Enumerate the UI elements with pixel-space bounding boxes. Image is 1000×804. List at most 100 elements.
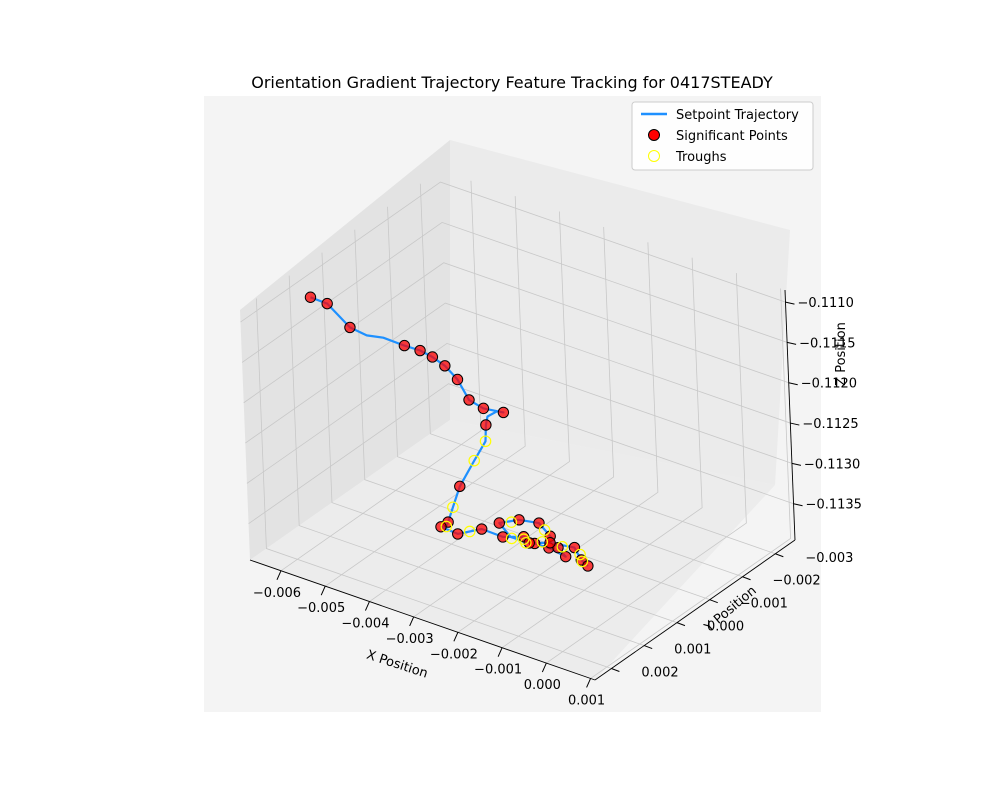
y-grid-line bbox=[387, 206, 743, 578]
grid-lines bbox=[240, 180, 794, 679]
legend: Setpoint Trajectory Significant Points T… bbox=[631, 101, 814, 171]
y-grid-line bbox=[288, 275, 645, 646]
significant-point bbox=[439, 360, 451, 372]
x-tick-label: 0.000 bbox=[524, 678, 561, 693]
back-wall-pane bbox=[450, 140, 790, 485]
x-grid-line bbox=[280, 180, 482, 572]
z-grid-line bbox=[248, 383, 794, 525]
significant-point bbox=[452, 528, 464, 540]
trough-point bbox=[556, 540, 569, 553]
significant-point bbox=[497, 406, 510, 419]
x-tick-mark bbox=[586, 678, 592, 688]
x-tick-mark bbox=[409, 616, 415, 627]
x-tick-label: −0.001 bbox=[474, 663, 522, 678]
y-grid-line bbox=[321, 252, 678, 624]
x-grid-line bbox=[457, 242, 659, 633]
significant-point bbox=[414, 344, 426, 357]
y-tick-mark bbox=[775, 553, 784, 558]
trough-point bbox=[463, 525, 476, 538]
trough-point bbox=[447, 501, 459, 514]
significant-point bbox=[477, 402, 490, 415]
y-tick-mark bbox=[644, 645, 653, 650]
z-tick-label: −0.1115 bbox=[799, 336, 855, 351]
z-tick-mark bbox=[786, 341, 797, 345]
significant-point bbox=[463, 394, 475, 406]
trough-point bbox=[440, 520, 453, 533]
axis-edge bbox=[249, 559, 596, 681]
trough-point bbox=[468, 454, 481, 467]
x-tick-label: −0.002 bbox=[430, 647, 478, 662]
x-tick-label: −0.005 bbox=[297, 601, 345, 616]
x-tick-mark bbox=[541, 662, 547, 673]
y-grid-line bbox=[354, 229, 710, 601]
significant-point bbox=[344, 321, 356, 334]
z-tick-label: −0.1130 bbox=[804, 457, 860, 472]
x-tick-mark bbox=[453, 632, 459, 642]
z-tick-label: −0.1135 bbox=[806, 498, 862, 513]
y-tick-label: −0.003 bbox=[805, 551, 853, 566]
z-tick-mark bbox=[793, 503, 803, 507]
axis-lines bbox=[249, 289, 803, 688]
legend-label-significant: Significant Points bbox=[676, 129, 788, 144]
axis-edge bbox=[784, 289, 796, 541]
legend-marker-troughs bbox=[648, 150, 660, 162]
trough-point bbox=[517, 533, 530, 545]
z-tick-mark bbox=[788, 382, 798, 386]
z-tick-label: −0.1125 bbox=[802, 417, 858, 432]
x-grid-line bbox=[369, 211, 570, 602]
legend-box bbox=[631, 101, 814, 171]
x-tick-label: −0.004 bbox=[341, 617, 389, 632]
significant-point bbox=[559, 550, 572, 563]
z-grid-line bbox=[246, 342, 793, 484]
significant-point bbox=[398, 339, 411, 352]
trough-point bbox=[505, 516, 518, 528]
significant-point bbox=[304, 291, 317, 303]
y-tick-mark bbox=[742, 576, 751, 581]
legend-label-troughs: Troughs bbox=[675, 150, 727, 165]
legend-label-trajectory: Setpoint Trajectory bbox=[676, 108, 799, 123]
y-grid-line bbox=[255, 298, 612, 669]
tick-labels: −0.006−0.005−0.004−0.003−0.002−0.0010.00… bbox=[253, 296, 862, 708]
significant-point bbox=[321, 297, 333, 310]
trough-point bbox=[538, 524, 551, 536]
significant-point bbox=[493, 517, 506, 529]
axis-edge bbox=[594, 539, 796, 681]
trough-point bbox=[536, 536, 549, 548]
x-grid-line bbox=[413, 226, 615, 618]
x-grid-line bbox=[546, 273, 747, 664]
trough-point bbox=[574, 548, 586, 561]
x-tick-label: −0.003 bbox=[386, 632, 434, 647]
trough-point bbox=[576, 555, 589, 568]
z-grid-line bbox=[241, 221, 788, 363]
y-tick-mark bbox=[611, 668, 620, 672]
x-tick-label: −0.006 bbox=[253, 586, 301, 601]
significant-point bbox=[451, 373, 464, 386]
y-tick-mark bbox=[709, 599, 718, 604]
significant-point bbox=[533, 517, 545, 529]
z-tick-label: −0.1120 bbox=[801, 377, 857, 392]
x-tick-mark bbox=[276, 570, 282, 580]
y-tick-label: −0.001 bbox=[740, 597, 788, 612]
y-tick-label: 0.002 bbox=[641, 666, 678, 681]
trough-point bbox=[479, 435, 492, 448]
y-tick-label: 0.001 bbox=[674, 643, 711, 658]
trough-point bbox=[505, 532, 518, 545]
significant-point bbox=[454, 480, 466, 493]
x-tick-mark bbox=[364, 601, 370, 611]
z-grid-line bbox=[245, 302, 791, 444]
y-tick-label: 0.000 bbox=[707, 620, 744, 635]
z-grid-line bbox=[240, 181, 786, 323]
legend-marker-significant bbox=[648, 129, 660, 141]
z-tick-label: −0.1110 bbox=[797, 296, 853, 311]
z-grid-line bbox=[243, 262, 789, 404]
x-grid-line bbox=[590, 288, 791, 679]
y-grid-line bbox=[419, 183, 776, 555]
y-tick-label: −0.002 bbox=[773, 574, 821, 589]
x-tick-label: 0.001 bbox=[568, 693, 605, 708]
significant-point bbox=[568, 541, 581, 554]
significant-point bbox=[497, 531, 509, 543]
significant-point bbox=[426, 351, 439, 363]
x-grid-line bbox=[501, 257, 703, 649]
z-tick-mark bbox=[790, 422, 800, 426]
